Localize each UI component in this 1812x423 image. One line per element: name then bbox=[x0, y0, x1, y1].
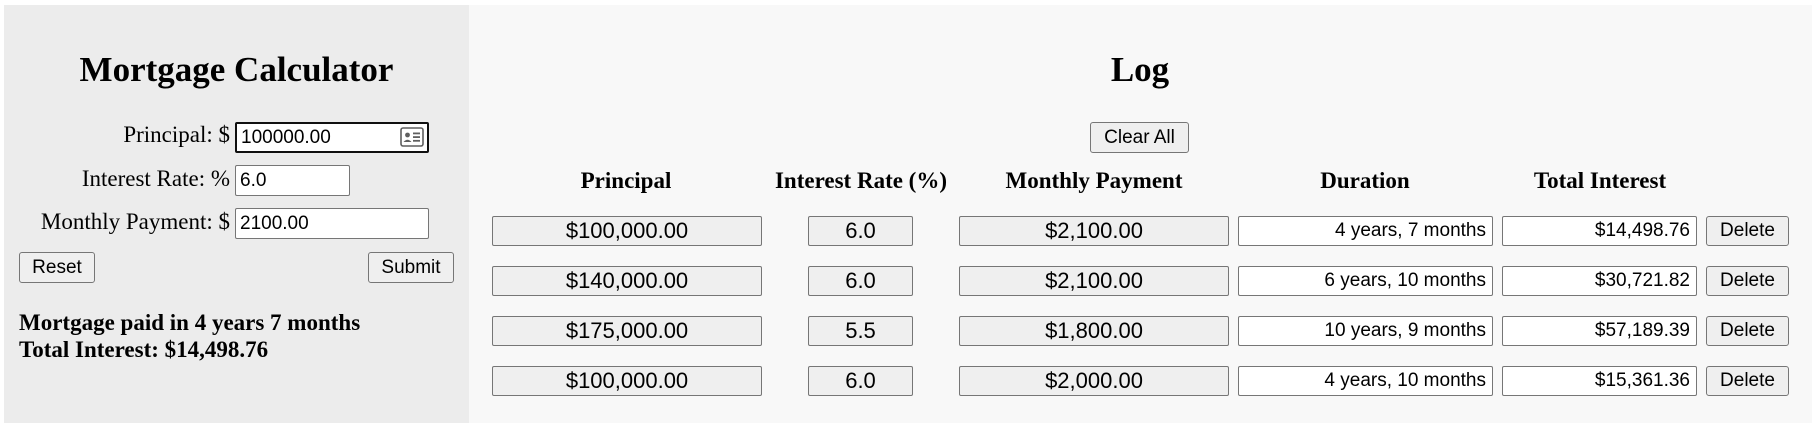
log-cell-rate: 6.0 bbox=[808, 266, 913, 296]
submit-button[interactable]: Submit bbox=[368, 252, 454, 283]
delete-button[interactable]: Delete bbox=[1706, 266, 1789, 296]
column-header-principal: Principal bbox=[580, 168, 672, 193]
log-cell-duration[interactable]: 10 years, 9 months bbox=[1238, 316, 1493, 346]
column-header-interest-rate: Interest Rate (%) bbox=[774, 168, 948, 193]
log-cell-total-interest[interactable]: $15,361.36 bbox=[1502, 366, 1697, 396]
column-header-duration: Duration bbox=[1320, 168, 1410, 193]
log-cell-total-interest[interactable]: $57,189.39 bbox=[1502, 316, 1697, 346]
log-cell-payment: $2,100.00 bbox=[959, 266, 1229, 296]
calculator-title: Mortgage Calculator bbox=[79, 50, 394, 89]
monthly-payment-input[interactable]: 2100.00 bbox=[235, 208, 429, 239]
interest-rate-input[interactable]: 6.0 bbox=[235, 165, 350, 196]
log-cell-payment: $2,000.00 bbox=[959, 366, 1229, 396]
clear-all-button[interactable]: Clear All bbox=[1090, 122, 1189, 153]
contact-card-icon[interactable] bbox=[400, 127, 424, 147]
log-cell-rate: 5.5 bbox=[808, 316, 913, 346]
column-header-monthly-payment: Monthly Payment bbox=[1005, 168, 1183, 193]
principal-label: Principal: $ bbox=[123, 122, 230, 147]
log-cell-payment: $1,800.00 bbox=[959, 316, 1229, 346]
interest-rate-value: 6.0 bbox=[240, 170, 267, 191]
log-cell-principal: $100,000.00 bbox=[492, 366, 762, 396]
column-header-total-interest: Total Interest bbox=[1533, 168, 1667, 193]
log-cell-total-interest[interactable]: $14,498.76 bbox=[1502, 216, 1697, 246]
log-cell-principal: $175,000.00 bbox=[492, 316, 762, 346]
log-cell-total-interest[interactable]: $30,721.82 bbox=[1502, 266, 1697, 296]
log-cell-rate: 6.0 bbox=[808, 366, 913, 396]
log-cell-duration[interactable]: 4 years, 10 months bbox=[1238, 366, 1493, 396]
result-total-interest: Total Interest: $14,498.76 bbox=[19, 337, 269, 362]
reset-button[interactable]: Reset bbox=[19, 252, 95, 283]
log-cell-principal: $100,000.00 bbox=[492, 216, 762, 246]
log-cell-payment: $2,100.00 bbox=[959, 216, 1229, 246]
principal-value: 100000.00 bbox=[241, 127, 331, 148]
monthly-payment-value: 2100.00 bbox=[240, 213, 309, 234]
delete-button[interactable]: Delete bbox=[1706, 216, 1789, 246]
delete-button[interactable]: Delete bbox=[1706, 366, 1789, 396]
monthly-payment-label: Monthly Payment: $ bbox=[40, 209, 230, 234]
log-cell-duration[interactable]: 4 years, 7 months bbox=[1238, 216, 1493, 246]
result-duration: Mortgage paid in 4 years 7 months bbox=[19, 310, 361, 335]
log-title: Log bbox=[1110, 50, 1170, 89]
log-panel bbox=[469, 5, 1812, 423]
principal-input[interactable]: 100000.00 bbox=[235, 122, 429, 153]
log-cell-duration[interactable]: 6 years, 10 months bbox=[1238, 266, 1493, 296]
interest-rate-label: Interest Rate: % bbox=[81, 166, 230, 191]
delete-button[interactable]: Delete bbox=[1706, 316, 1789, 346]
log-cell-principal: $140,000.00 bbox=[492, 266, 762, 296]
log-cell-rate: 6.0 bbox=[808, 216, 913, 246]
